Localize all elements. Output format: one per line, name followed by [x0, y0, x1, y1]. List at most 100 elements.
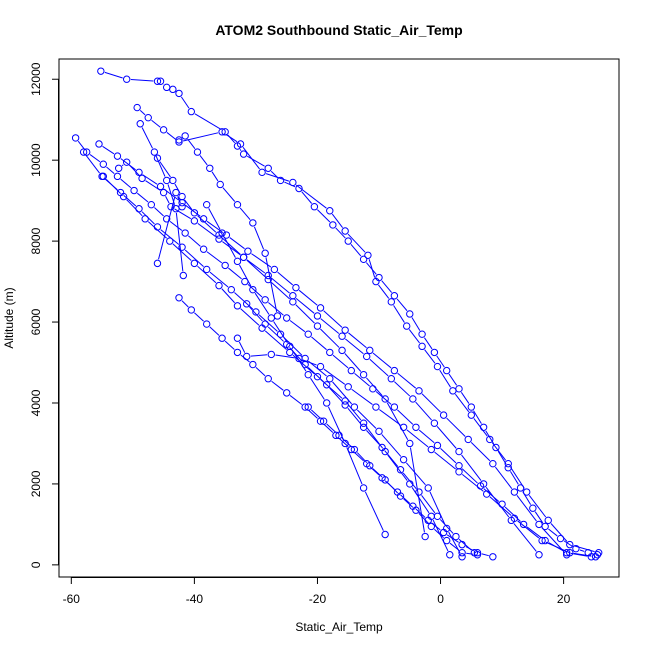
data-point	[591, 553, 600, 561]
series-segment	[454, 393, 470, 413]
series-segment	[169, 221, 183, 231]
data-point	[138, 174, 146, 183]
data-point	[433, 362, 442, 371]
data-point	[372, 403, 380, 411]
series-15	[304, 403, 482, 559]
series-segment	[364, 491, 384, 531]
data-point	[202, 320, 211, 328]
data-point	[409, 395, 417, 403]
y-tick-label: 2000	[29, 470, 43, 497]
series-segment	[513, 523, 537, 552]
data-point	[335, 431, 343, 440]
series-segment	[175, 212, 184, 272]
series-segment	[473, 418, 488, 437]
series-segment	[415, 508, 426, 518]
series-segment	[307, 367, 324, 383]
y-axis-label: Altitude (m)	[2, 287, 16, 348]
series-segment	[225, 133, 238, 143]
data-point	[181, 132, 189, 140]
series-segment	[137, 192, 149, 203]
series-segment	[242, 147, 260, 170]
series-segment	[434, 451, 457, 470]
series-segment	[159, 161, 171, 178]
data-point	[341, 326, 349, 334]
x-tick-label: 20	[557, 592, 571, 606]
data-point	[179, 271, 188, 280]
data-point	[233, 334, 242, 342]
series-segment	[273, 321, 288, 344]
data-point	[187, 107, 196, 116]
series-segment	[121, 164, 124, 167]
series-segment	[461, 468, 478, 484]
data-point	[399, 423, 408, 431]
data-point	[359, 484, 368, 492]
data-point	[261, 296, 269, 304]
data-point	[178, 243, 186, 251]
series-segment	[517, 520, 540, 539]
series-segment	[354, 372, 370, 387]
data-point	[172, 188, 180, 197]
data-point	[424, 484, 432, 492]
series-segment	[105, 178, 121, 194]
data-point	[218, 128, 226, 136]
data-point	[261, 320, 269, 328]
data-point	[175, 136, 183, 144]
series-segment	[180, 96, 190, 109]
series-segment	[434, 528, 444, 539]
series-segment	[449, 542, 460, 551]
series-segment	[411, 487, 430, 514]
series-segment	[326, 423, 337, 433]
series-segment	[271, 380, 284, 391]
series-segment	[573, 545, 595, 553]
data-point	[458, 549, 466, 557]
data-point	[172, 205, 180, 213]
series-segment	[267, 326, 284, 342]
data-point	[113, 152, 122, 160]
data-point	[319, 417, 328, 425]
data-point	[156, 77, 165, 85]
y-tick-label: 12000	[29, 62, 43, 96]
data-point	[113, 172, 122, 181]
series-segment	[332, 354, 349, 369]
series-segment	[331, 213, 344, 228]
data-point	[467, 403, 476, 411]
data-point	[344, 383, 352, 391]
series-segment	[77, 140, 85, 150]
series-layer	[71, 67, 603, 561]
data-point	[406, 310, 414, 318]
series-segment	[184, 199, 193, 210]
series-segment	[458, 538, 472, 551]
data-point	[479, 480, 488, 488]
data-point	[489, 459, 497, 468]
series-segment	[158, 196, 176, 260]
series-segment	[366, 377, 383, 397]
series-segment	[381, 280, 393, 293]
data-point	[153, 154, 162, 162]
series-segment	[400, 494, 411, 504]
series-segment	[311, 336, 327, 351]
data-point	[326, 348, 334, 357]
x-tick-label: -20	[309, 592, 327, 606]
data-point	[169, 85, 177, 94]
series-segment	[341, 437, 352, 448]
series-segment	[289, 320, 306, 333]
series-segment	[418, 512, 429, 524]
data-point	[175, 89, 183, 98]
series-segment	[253, 226, 265, 250]
data-point	[136, 120, 144, 128]
series-segment	[439, 519, 454, 534]
series-segment	[461, 454, 482, 481]
series-segment	[408, 329, 420, 344]
data-point	[347, 366, 356, 375]
series-segment	[348, 332, 367, 349]
series-segment	[249, 306, 263, 322]
series-segment	[357, 409, 377, 429]
series-segment	[369, 466, 380, 476]
series-segment	[356, 452, 368, 464]
series-segment	[222, 187, 236, 202]
data-point	[396, 466, 405, 474]
data-point	[236, 140, 245, 148]
series-segment	[264, 330, 287, 351]
series-segment	[104, 71, 123, 79]
data-point	[304, 403, 312, 411]
